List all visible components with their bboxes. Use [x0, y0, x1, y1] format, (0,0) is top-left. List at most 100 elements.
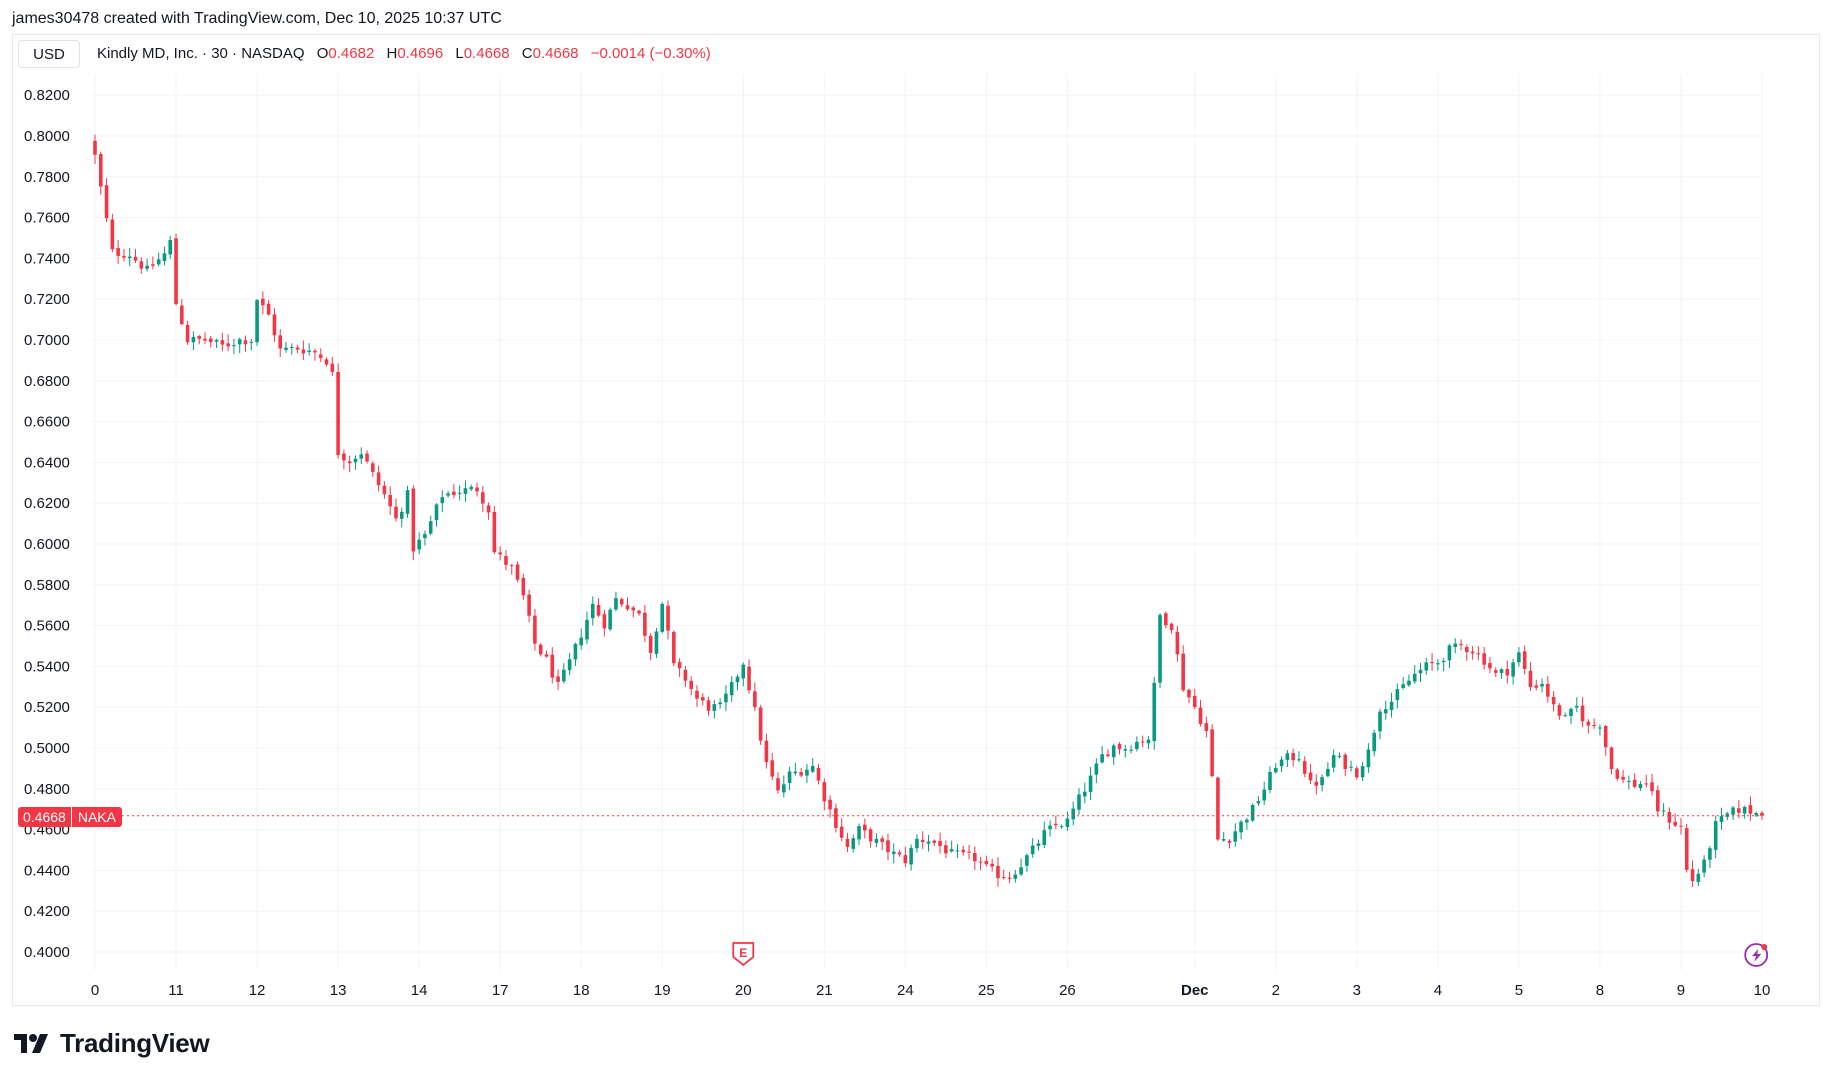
candle-body	[318, 354, 323, 358]
time-tick-label: 21	[816, 982, 833, 999]
candle-body	[1187, 689, 1191, 698]
candle-body	[475, 487, 479, 492]
candle-body	[1528, 670, 1533, 688]
candle-body	[990, 863, 994, 867]
time-tick-label: 8	[1596, 982, 1604, 999]
candle-body	[93, 140, 97, 155]
candle-body	[1586, 721, 1591, 726]
candle-body	[741, 664, 746, 679]
time-axis: 0 11 12 13 14 17 18 19 20 21 24 25 26 Dec 2 3 4 5 8 9 10	[91, 982, 1771, 999]
candle-body	[770, 760, 775, 777]
candle-body	[98, 154, 103, 187]
candle-body	[648, 635, 653, 653]
candle-body	[1551, 696, 1556, 705]
time-tick-label: Dec	[1181, 982, 1209, 999]
candle-body	[220, 340, 225, 345]
candle-body	[1164, 613, 1168, 626]
candle-body	[457, 492, 462, 494]
candle-body	[996, 865, 1000, 879]
candle-body	[1418, 669, 1423, 674]
candle-body	[643, 612, 647, 636]
candle-body	[1059, 826, 1064, 828]
candle-body	[915, 838, 919, 849]
candle-body	[301, 349, 306, 354]
earnings-icon[interactable]: E	[732, 942, 755, 967]
currency-selector[interactable]: USD	[18, 40, 80, 68]
candle-body	[509, 565, 514, 567]
candle-body	[1644, 783, 1649, 785]
candle-body	[434, 504, 439, 521]
candle-body	[1308, 772, 1313, 781]
candle-body	[1302, 761, 1307, 774]
candle-body	[1019, 867, 1023, 875]
candle-body	[1725, 813, 1730, 817]
candle-body	[156, 259, 161, 265]
candle-body	[359, 454, 364, 459]
candle-body	[1603, 726, 1608, 748]
candle-body	[428, 521, 433, 534]
candle-body	[660, 603, 665, 632]
candle-body	[1511, 662, 1515, 677]
time-tick-label: 4	[1434, 982, 1442, 999]
candle-body	[764, 740, 769, 763]
candle-body	[932, 840, 937, 843]
time-tick-label: 26	[1059, 982, 1076, 999]
candle-body	[1731, 807, 1735, 815]
candle-body	[1563, 715, 1567, 717]
candle-body	[1192, 695, 1197, 708]
candle-body	[463, 488, 468, 494]
candle-body	[533, 615, 537, 644]
candle-body	[295, 347, 300, 350]
candle-body	[1279, 759, 1284, 767]
symbol-name[interactable]: Kindly MD, Inc. · 30 · NASDAQ	[97, 45, 305, 62]
price-tick-label: 0.6800	[24, 373, 70, 390]
candle-body	[1245, 819, 1249, 823]
candle-body	[1285, 753, 1290, 760]
candle-body	[504, 555, 508, 565]
candle-body	[1534, 685, 1539, 688]
change-value: −0.0014 (−0.30%)	[590, 45, 711, 62]
candle-body	[735, 676, 740, 683]
candle-body	[712, 704, 717, 711]
candle-body	[938, 840, 942, 846]
time-tick-label: 25	[978, 982, 995, 999]
candle-body	[376, 472, 381, 486]
candle-body	[1574, 705, 1579, 708]
candle-body	[1557, 705, 1562, 716]
candle-body	[718, 702, 722, 705]
candle-body	[1036, 843, 1041, 846]
candle-body	[857, 826, 861, 840]
candle-body	[284, 347, 288, 350]
price-tick-label: 0.5000	[24, 740, 70, 757]
candle-body	[1355, 768, 1359, 778]
candle-body	[237, 339, 242, 345]
candle-body	[527, 594, 531, 616]
time-tick-label: 14	[411, 982, 428, 999]
chart-frame	[12, 34, 1820, 1006]
candle-body	[1679, 825, 1683, 827]
candle-body	[423, 534, 427, 539]
candle-body	[1111, 745, 1116, 758]
candle-body	[1696, 873, 1701, 882]
candle-body	[1702, 859, 1706, 873]
current-price-label: 0.4668	[18, 807, 71, 827]
candle-body	[1239, 821, 1243, 833]
candle-body	[133, 256, 138, 261]
price-tick-label: 0.5600	[24, 618, 70, 635]
candle-body	[162, 253, 167, 262]
lightning-icon[interactable]	[1744, 943, 1769, 967]
candle-body	[782, 784, 786, 793]
candle-body	[174, 238, 178, 305]
tradingview-brand[interactable]: TradingView	[14, 1028, 210, 1059]
candle-body	[1459, 644, 1463, 646]
candle-body	[515, 564, 520, 580]
candle-body	[810, 766, 815, 772]
candle-body	[1453, 643, 1458, 648]
open-value: 0.4682	[328, 45, 375, 62]
candle-body	[1499, 669, 1504, 673]
time-tick-label: 11	[168, 982, 184, 999]
candle-body	[168, 240, 173, 255]
candle-body	[1250, 804, 1255, 821]
time-tick-label: 20	[735, 982, 752, 999]
